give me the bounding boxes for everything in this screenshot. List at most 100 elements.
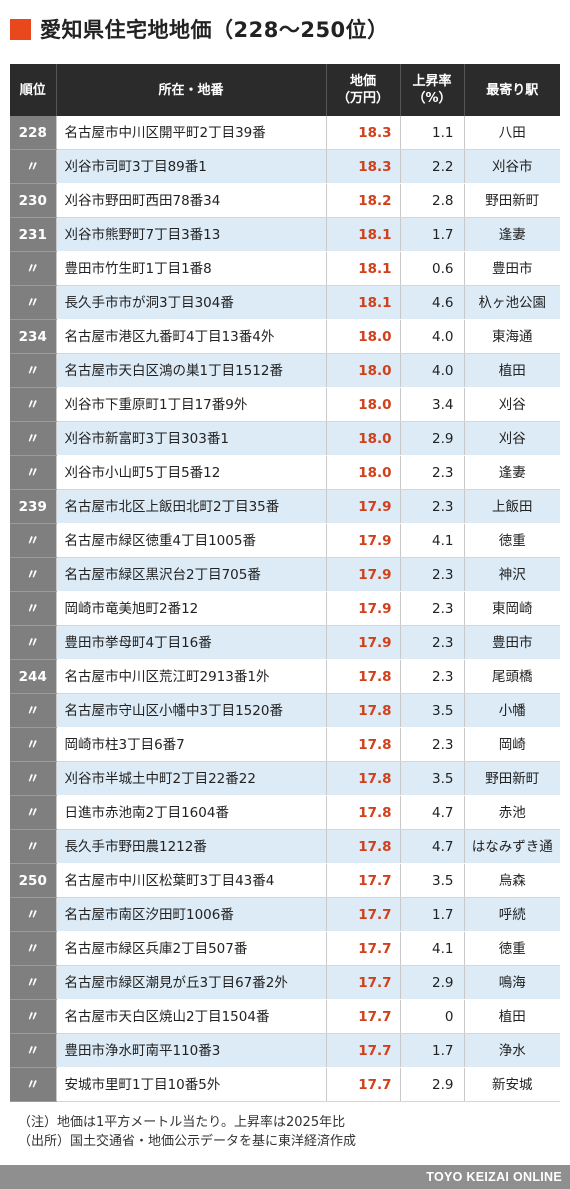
table-row: 〃豊田市挙母町4丁目16番 17.9 2.3 豊田市 [10,625,560,660]
cell-price: 18.0 [326,319,401,354]
land-price-table: 順位 所在・地番 地価 （万円） 上昇率 （%） 最寄り駅 228 名古屋市中川区… [10,64,560,1102]
table-row: 〃名古屋市南区汐田町1006番 17.7 1.7 呼続 [10,897,560,932]
cell-rank: 〃 [10,387,57,422]
table-row: 〃名古屋市天白区焼山2丁目1504番 17.7 0 植田 [10,999,560,1034]
cell-address: 名古屋市中川区開平町2丁目39番 [56,116,327,150]
table-row: 〃岡崎市柱3丁目6番7 17.8 2.3 岡崎 [10,727,560,762]
table-row: 230 刈谷市野田町西田78番34 18.2 2.8 野田新町 [10,183,560,218]
cell-rank: 〃 [10,353,57,388]
table-row: 〃刈谷市下重原町1丁目17番9外 18.0 3.4 刈谷 [10,387,560,422]
cell-station: 豊田市 [464,251,560,286]
cell-station: 東海通 [464,319,560,354]
cell-rate: 2.2 [400,149,465,184]
table-row: 〃名古屋市緑区黒沢台2丁目705番 17.9 2.3 神沢 [10,557,560,592]
table-body: 228 名古屋市中川区開平町2丁目39番 18.3 1.1 八田〃刈谷市司町3丁目89番… [10,116,560,1102]
cell-rank: 244 [10,659,57,694]
table-row: 〃安城市里町1丁目10番5外 17.7 2.9 新安城 [10,1067,560,1102]
cell-rate: 3.5 [400,761,465,796]
footer-brand: TOYO KEIZAI ONLINE [426,1170,562,1184]
table-row: 〃長久手市野田農1212番 17.8 4.7 はなみずき通 [10,829,560,864]
cell-price: 17.7 [326,897,401,932]
cell-address: 長久手市市が洞3丁目304番 [56,285,327,320]
header-rank: 順位 [10,64,57,116]
cell-station: 刈谷市 [464,149,560,184]
cell-price: 17.9 [326,523,401,558]
cell-address: 名古屋市港区九番町4丁目13番4外 [56,319,327,354]
cell-rate: 4.7 [400,829,465,864]
cell-rate: 1.7 [400,217,465,252]
cell-price: 17.8 [326,795,401,830]
cell-station: 逢妻 [464,217,560,252]
cell-rank: 〃 [10,761,57,796]
cell-rate: 4.0 [400,353,465,388]
cell-station: 赤池 [464,795,560,830]
cell-price: 18.1 [326,251,401,286]
cell-rate: 1.1 [400,116,465,150]
cell-rate: 2.3 [400,455,465,490]
cell-rank: 〃 [10,523,57,558]
cell-price: 18.3 [326,149,401,184]
cell-rank: 250 [10,863,57,898]
header-station: 最寄り駅 [464,64,560,116]
table-row: 〃豊田市竹生町1丁目1番8 18.1 0.6 豊田市 [10,251,560,286]
cell-address: 豊田市挙母町4丁目16番 [56,625,327,660]
cell-station: 逢妻 [464,455,560,490]
cell-address: 名古屋市緑区潮見が丘3丁目67番2外 [56,965,327,1000]
cell-address: 名古屋市南区汐田町1006番 [56,897,327,932]
cell-address: 名古屋市守山区小幡中3丁目1520番 [56,693,327,728]
header-price: 地価 （万円） [326,64,401,116]
table-row: 244 名古屋市中川区荒江町2913番1外 17.8 2.3 尾頭橋 [10,659,560,694]
cell-address: 刈谷市小山町5丁目5番12 [56,455,327,490]
cell-price: 17.9 [326,557,401,592]
cell-station: 植田 [464,353,560,388]
cell-price: 17.8 [326,693,401,728]
cell-rank: 〃 [10,931,57,966]
cell-rank: 〃 [10,1067,57,1102]
cell-rank: 〃 [10,149,57,184]
cell-address: 岡崎市竜美旭町2番12 [56,591,327,626]
cell-station: 刈谷 [464,387,560,422]
cell-rank: 234 [10,319,57,354]
cell-rate: 2.3 [400,727,465,762]
cell-rate: 2.8 [400,183,465,218]
cell-station: 東岡崎 [464,591,560,626]
cell-rate: 0 [400,999,465,1034]
cell-rank: 〃 [10,965,57,1000]
cell-rank: 〃 [10,421,57,456]
table-row: 231 刈谷市熊野町7丁目3番13 18.1 1.7 逢妻 [10,217,560,252]
cell-address: 名古屋市北区上飯田北町2丁目35番 [56,489,327,524]
cell-rank: 〃 [10,693,57,728]
cell-price: 17.9 [326,591,401,626]
title-marker [10,18,31,40]
cell-address: 名古屋市中川区松葉町3丁目43番4 [56,863,327,898]
cell-address: 豊田市竹生町1丁目1番8 [56,251,327,286]
cell-rate: 2.3 [400,591,465,626]
cell-rank: 228 [10,116,57,150]
table-row: 〃日進市赤池南2丁目1604番 17.8 4.7 赤池 [10,795,560,830]
cell-rate: 2.9 [400,421,465,456]
cell-rank: 〃 [10,285,57,320]
cell-station: 刈谷 [464,421,560,456]
notes: （注）地価は1平方メートル当たり。上昇率は2025年比 （出所）国土交通省・地価… [18,1113,356,1151]
cell-address: 名古屋市中川区荒江町2913番1外 [56,659,327,694]
cell-rate: 4.0 [400,319,465,354]
table-row: 228 名古屋市中川区開平町2丁目39番 18.3 1.1 八田 [10,116,560,150]
cell-station: 神沢 [464,557,560,592]
cell-station: 野田新町 [464,183,560,218]
table-row: 〃名古屋市緑区兵庫2丁目507番 17.7 4.1 徳重 [10,931,560,966]
table-row: 〃名古屋市天白区鴻の巣1丁目1512番 18.0 4.0 植田 [10,353,560,388]
cell-address: 刈谷市司町3丁目89番1 [56,149,327,184]
cell-rank: 239 [10,489,57,524]
page-title: 愛知県住宅地地価（228〜250位） [40,18,389,42]
cell-address: 名古屋市緑区兵庫2丁目507番 [56,931,327,966]
cell-rank: 230 [10,183,57,218]
table-row: 239 名古屋市北区上飯田北町2丁目35番 17.9 2.3 上飯田 [10,489,560,524]
cell-price: 18.0 [326,421,401,456]
cell-station: 浄水 [464,1033,560,1068]
cell-address: 刈谷市半城土中町2丁目22番22 [56,761,327,796]
title-block: 愛知県住宅地地価（228〜250位） [10,12,389,46]
cell-station: 呼続 [464,897,560,932]
cell-rank: 〃 [10,251,57,286]
cell-price: 18.0 [326,387,401,422]
header-address: 所在・地番 [56,64,327,116]
